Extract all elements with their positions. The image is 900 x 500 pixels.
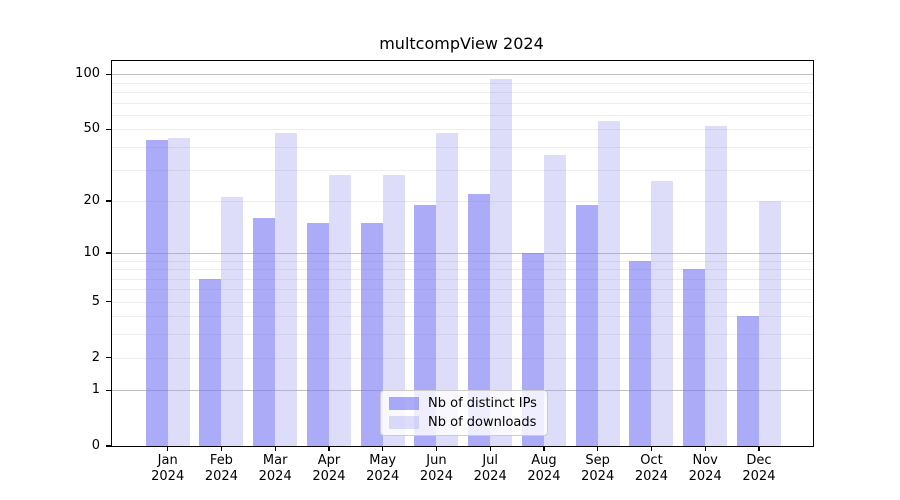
- plot-area: 0 1 2 5 10 20 50 100 Jan 2024 Feb 2024 Mar 2024 Apr…: [75, 59, 814, 484]
- legend-row-downloads: Nb of downloads: [389, 415, 537, 430]
- x-tick-may: [382, 446, 384, 451]
- bar-jun-downloads: [436, 132, 459, 446]
- gridline-minor-2: [112, 357, 813, 359]
- y-tick-label-0: 0: [91, 438, 100, 453]
- gridline-major-10: [112, 252, 813, 254]
- gridline-minor-9: [112, 260, 813, 262]
- gridline-minor-90: [112, 82, 813, 84]
- x-tick-label-dec: Dec 2024: [742, 453, 776, 484]
- x-tick-jun: [435, 446, 438, 451]
- legend-swatch-downloads: [389, 415, 419, 429]
- bar-nov-distinct-ips: [683, 269, 706, 446]
- legend-label-downloads: Nb of downloads: [428, 414, 537, 430]
- x-tick-label-jun: Jun 2024: [419, 453, 453, 484]
- gridline-minor-70: [112, 102, 813, 104]
- x-tick-oct: [650, 446, 653, 451]
- bar-aug-downloads: [543, 155, 566, 446]
- bar-dec-distinct-ips: [736, 316, 759, 446]
- bar-dec-downloads: [758, 200, 781, 446]
- gridline-minor-60: [112, 115, 813, 117]
- gridline-minor-7: [112, 278, 813, 280]
- gridline-minor-50: [112, 129, 813, 131]
- gridline-minor-6: [112, 289, 813, 291]
- x-tick-label-aug: Aug 2024: [527, 453, 561, 484]
- bar-mar-downloads: [275, 132, 298, 446]
- x-tick-label-may: May 2024: [366, 453, 400, 484]
- y-tick-label-10: 10: [83, 244, 100, 260]
- bar-sep-downloads: [597, 120, 620, 446]
- x-tick-label-jan: Jan 2024: [151, 453, 185, 484]
- bar-nov-downloads: [705, 126, 728, 446]
- bar-jul-downloads: [490, 78, 513, 446]
- gridline-minor-4: [112, 316, 813, 318]
- gridline-minor-8: [112, 269, 813, 271]
- bar-sep-distinct-ips: [575, 204, 598, 446]
- y-tick-label-2: 2: [91, 349, 100, 365]
- y-tick-20: [105, 200, 111, 202]
- x-tick-jul: [489, 446, 491, 451]
- gridline-major-100: [112, 74, 813, 76]
- x-tick-dec: [758, 446, 760, 451]
- y-tick-50: [105, 128, 111, 131]
- gridline-minor-5: [112, 301, 813, 303]
- gridline-minor-80: [112, 92, 813, 94]
- bar-feb-distinct-ips: [199, 278, 222, 446]
- y-tick-2: [105, 356, 111, 359]
- gridline-minor-40: [112, 147, 813, 149]
- gridline-minor-30: [112, 169, 813, 171]
- legend-row-distinct-ips: Nb of distinct IPs: [389, 396, 537, 411]
- legend: Nb of distinct IPs Nb of downloads: [380, 389, 548, 436]
- legend-swatch-distinct-ips: [389, 396, 419, 410]
- bar-may-downloads: [382, 174, 405, 446]
- x-tick-label-mar: Mar 2024: [258, 453, 292, 484]
- x-tick-mar: [274, 446, 276, 451]
- x-tick-label-nov: Nov 2024: [688, 453, 722, 484]
- gridline-minor-20: [112, 200, 813, 202]
- y-tick-0: [105, 445, 111, 447]
- x-tick-label-feb: Feb 2024: [204, 453, 238, 484]
- bar-feb-downloads: [221, 197, 244, 446]
- x-tick-label-sep: Sep 2024: [581, 453, 615, 484]
- y-tick-label-5: 5: [91, 293, 100, 309]
- bar-may-distinct-ips: [360, 222, 383, 446]
- y-tick-label-20: 20: [83, 192, 100, 208]
- x-tick-sep: [597, 446, 599, 451]
- bar-oct-downloads: [651, 180, 674, 446]
- bar-jun-distinct-ips: [414, 204, 437, 446]
- y-tick-label-1: 1: [91, 382, 100, 398]
- y-tick-label-50: 50: [83, 121, 100, 137]
- y-tick-1: [105, 389, 111, 391]
- legend-label-distinct-ips: Nb of distinct IPs: [428, 395, 537, 411]
- x-tick-jan: [167, 446, 169, 451]
- x-tick-label-jul: Jul 2024: [473, 453, 507, 484]
- bar-jan-distinct-ips: [145, 139, 168, 446]
- x-tick-label-apr: Apr 2024: [312, 453, 346, 484]
- bar-jul-distinct-ips: [468, 193, 491, 446]
- bar-jan-downloads: [167, 137, 190, 446]
- x-tick-aug: [543, 446, 545, 451]
- y-tick-5: [105, 301, 111, 303]
- bar-oct-distinct-ips: [629, 260, 652, 446]
- y-tick-10: [105, 252, 111, 254]
- bar-apr-downloads: [328, 174, 351, 446]
- bar-apr-distinct-ips: [306, 222, 329, 446]
- x-tick-feb: [220, 446, 223, 451]
- x-tick-label-oct: Oct 2024: [634, 453, 668, 484]
- y-tick-label-100: 100: [75, 66, 100, 82]
- bar-mar-distinct-ips: [253, 217, 276, 446]
- y-tick-100: [105, 73, 111, 76]
- chart-title: multcompView 2024: [379, 34, 544, 53]
- x-tick-nov: [704, 446, 706, 451]
- x-tick-apr: [328, 446, 330, 451]
- gridline-minor-3: [112, 334, 813, 336]
